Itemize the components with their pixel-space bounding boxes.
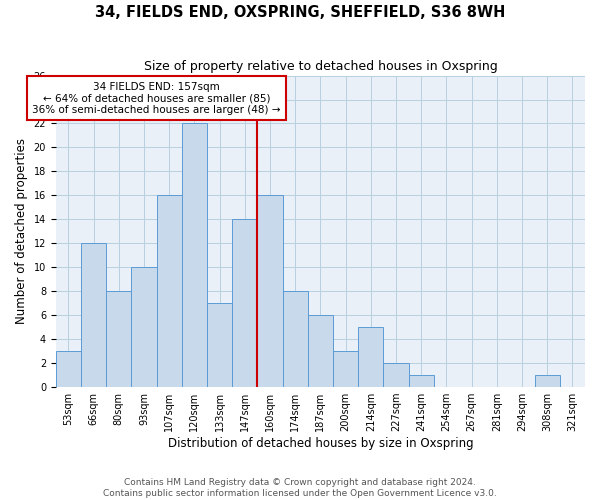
- Bar: [106, 291, 131, 387]
- Bar: [182, 124, 207, 387]
- Bar: [157, 196, 182, 387]
- Bar: [81, 244, 106, 387]
- Bar: [131, 268, 157, 387]
- Bar: [257, 196, 283, 387]
- Bar: [308, 315, 333, 387]
- Bar: [56, 351, 81, 387]
- Title: Size of property relative to detached houses in Oxspring: Size of property relative to detached ho…: [143, 60, 497, 73]
- Bar: [383, 363, 409, 387]
- Bar: [232, 220, 257, 387]
- Bar: [333, 351, 358, 387]
- Y-axis label: Number of detached properties: Number of detached properties: [15, 138, 28, 324]
- X-axis label: Distribution of detached houses by size in Oxspring: Distribution of detached houses by size …: [167, 437, 473, 450]
- Bar: [283, 291, 308, 387]
- Bar: [535, 375, 560, 387]
- Bar: [358, 327, 383, 387]
- Bar: [207, 303, 232, 387]
- Text: Contains HM Land Registry data © Crown copyright and database right 2024.
Contai: Contains HM Land Registry data © Crown c…: [103, 478, 497, 498]
- Text: 34, FIELDS END, OXSPRING, SHEFFIELD, S36 8WH: 34, FIELDS END, OXSPRING, SHEFFIELD, S36…: [95, 5, 505, 20]
- Bar: [409, 375, 434, 387]
- Text: 34 FIELDS END: 157sqm
← 64% of detached houses are smaller (85)
36% of semi-deta: 34 FIELDS END: 157sqm ← 64% of detached …: [32, 82, 281, 114]
